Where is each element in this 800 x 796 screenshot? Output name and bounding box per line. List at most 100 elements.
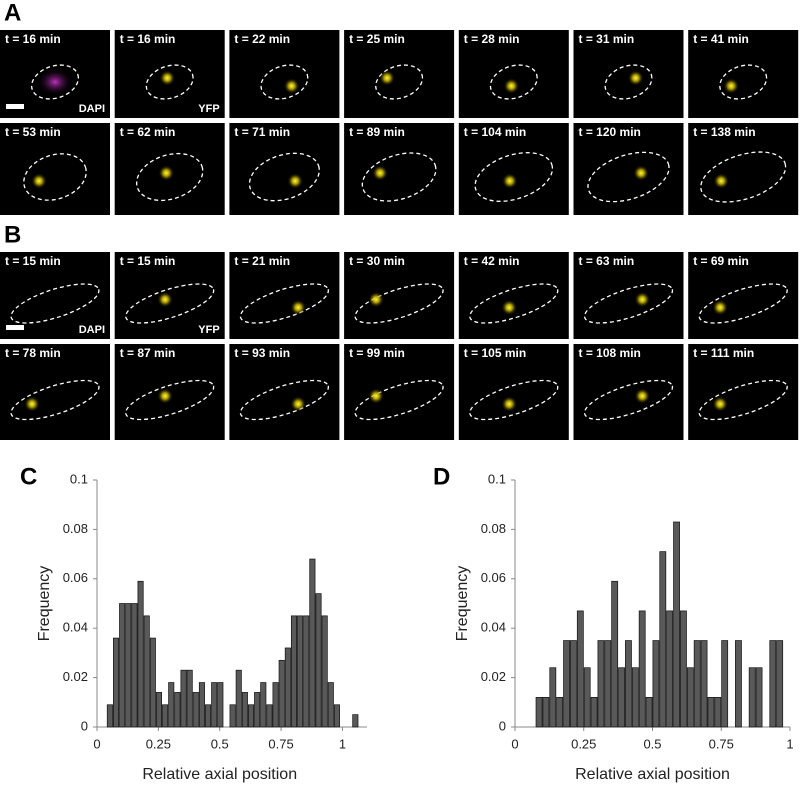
micrograph bbox=[458, 344, 569, 440]
bar bbox=[563, 640, 570, 728]
x-axis-label: Relative axial position bbox=[575, 766, 730, 783]
time-label: t = 31 min bbox=[579, 32, 635, 46]
y-tick-label: 0.1 bbox=[488, 471, 506, 486]
micrograph bbox=[0, 344, 110, 440]
micrograph bbox=[688, 30, 799, 118]
yfp-focus bbox=[712, 396, 729, 412]
scale-bar bbox=[6, 325, 24, 330]
bar bbox=[131, 603, 138, 728]
bar bbox=[659, 551, 667, 728]
micrograph bbox=[344, 30, 455, 118]
y-axis-label: Frequency bbox=[454, 566, 471, 642]
yfp-focus bbox=[501, 396, 518, 412]
bar bbox=[284, 647, 291, 728]
yfp-focus bbox=[634, 388, 651, 404]
bar bbox=[638, 610, 646, 728]
y-tick-label: 0.08 bbox=[481, 521, 506, 536]
bar bbox=[106, 704, 113, 728]
panel-label: C bbox=[20, 463, 37, 490]
bar bbox=[162, 704, 169, 728]
y-tick-label: 0.04 bbox=[481, 620, 506, 635]
bar bbox=[248, 704, 255, 728]
bar bbox=[155, 692, 162, 728]
yfp-focus bbox=[31, 173, 47, 189]
cell-outline bbox=[239, 379, 330, 421]
bar bbox=[604, 640, 612, 728]
bar bbox=[266, 704, 273, 728]
yfp-focus bbox=[158, 165, 175, 181]
micrograph bbox=[344, 344, 455, 440]
cell-outline bbox=[604, 64, 653, 100]
yfp-focus bbox=[379, 70, 396, 86]
time-label: t = 22 min bbox=[234, 32, 290, 46]
time-label: t = 87 min bbox=[120, 346, 176, 360]
micrograph bbox=[688, 344, 799, 440]
scale-bar bbox=[6, 104, 24, 109]
time-label: t = 138 min bbox=[693, 125, 755, 139]
bar bbox=[303, 615, 310, 728]
bar bbox=[315, 593, 322, 728]
bar bbox=[192, 692, 199, 728]
yfp-focus bbox=[712, 299, 729, 316]
time-label: t = 108 min bbox=[579, 346, 641, 360]
x-tick-label: 0.75 bbox=[709, 736, 734, 751]
time-label: t = 16 min bbox=[120, 32, 176, 46]
cell-outline bbox=[698, 379, 788, 421]
micrograph bbox=[229, 123, 340, 215]
yfp-focus bbox=[368, 388, 385, 404]
bar bbox=[652, 640, 660, 728]
bar bbox=[535, 697, 543, 728]
yfp-focus bbox=[627, 70, 644, 86]
micrograph bbox=[229, 344, 340, 440]
bar bbox=[290, 615, 297, 728]
bar bbox=[272, 682, 279, 728]
yfp-focus bbox=[501, 299, 518, 316]
bar bbox=[321, 615, 328, 728]
bar bbox=[119, 603, 126, 728]
bar bbox=[241, 692, 248, 728]
x-tick-label: 0.25 bbox=[571, 736, 596, 751]
cell-outline bbox=[583, 283, 674, 324]
x-tick-label: 1 bbox=[786, 736, 793, 751]
bar bbox=[143, 615, 150, 728]
time-label: t = 16 min bbox=[5, 32, 61, 46]
yfp-focus bbox=[501, 173, 518, 189]
yfp-focus bbox=[372, 165, 389, 181]
y-tick-label: 0.06 bbox=[63, 570, 88, 585]
cell-outline bbox=[248, 152, 320, 202]
time-label: t = 120 min bbox=[579, 125, 641, 139]
bar bbox=[333, 704, 340, 728]
y-tick-label: 0.02 bbox=[481, 669, 506, 684]
y-tick-label: 0.06 bbox=[481, 570, 506, 585]
y-tick-label: 0.02 bbox=[63, 669, 88, 684]
cell-outline bbox=[10, 379, 100, 421]
yfp-focus bbox=[713, 173, 730, 189]
bar bbox=[125, 603, 132, 728]
time-label: t = 42 min bbox=[464, 254, 520, 268]
time-label: t = 104 min bbox=[464, 125, 526, 139]
bar bbox=[174, 692, 181, 728]
yfp-focus bbox=[723, 78, 740, 94]
micrograph bbox=[458, 30, 569, 118]
y-tick-label: 0.04 bbox=[63, 620, 88, 635]
time-label: t = 93 min bbox=[234, 346, 290, 360]
cell-outline bbox=[474, 152, 554, 202]
bar bbox=[673, 521, 680, 728]
bar bbox=[186, 669, 193, 728]
bar bbox=[168, 682, 175, 728]
cell-outline bbox=[354, 283, 444, 324]
channel-label: YFP bbox=[198, 103, 219, 115]
x-axis-label: Relative axial position bbox=[142, 766, 297, 783]
cell-outline bbox=[354, 379, 444, 421]
y-tick-label: 0 bbox=[81, 718, 88, 733]
x-tick-label: 0.5 bbox=[211, 736, 229, 751]
time-label: t = 15 min bbox=[120, 254, 176, 268]
x-tick-label: 1 bbox=[339, 736, 346, 751]
channel-label: DAPI bbox=[79, 324, 105, 336]
cell-outline bbox=[375, 64, 424, 100]
time-label: t = 99 min bbox=[349, 346, 405, 360]
bar bbox=[149, 637, 156, 728]
bar bbox=[721, 640, 729, 728]
time-label: t = 41 min bbox=[693, 32, 749, 46]
time-label: t = 15 min bbox=[5, 254, 61, 268]
